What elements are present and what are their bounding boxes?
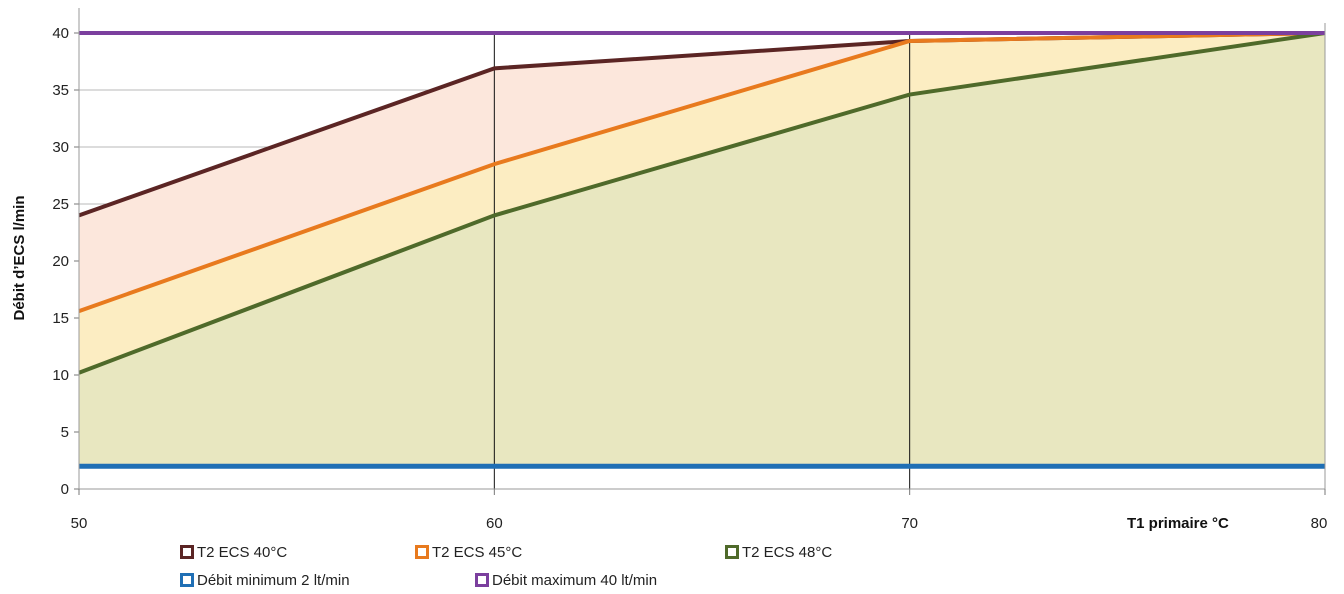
- legend-item-debit-min: Débit minimum 2 lt/min: [180, 572, 475, 589]
- x-axis-title: T1 primaire °C: [1127, 515, 1229, 532]
- series-lines: [78, 31, 1326, 469]
- x-tick-label: 80: [1311, 515, 1328, 532]
- axes: [74, 8, 1326, 495]
- legend-swatch-t2-45: [415, 545, 429, 559]
- legend-swatch-debit-max: [475, 573, 489, 587]
- y-tick-label: 30: [52, 139, 69, 156]
- legend-label-debit-min: Débit minimum 2 lt/min: [197, 571, 350, 589]
- legend-label-t2-40: T2 ECS 40°C: [197, 543, 288, 561]
- legend-item-t2-45: T2 ECS 45°C: [415, 544, 725, 561]
- legend-row-1: T2 ECS 40°C T2 ECS 45°C T2 ECS 48°C: [180, 538, 940, 566]
- legend: T2 ECS 40°C T2 ECS 45°C T2 ECS 48°C Débi…: [180, 538, 940, 594]
- vertical-lines: [493, 33, 911, 489]
- y-tick-label: 10: [52, 367, 69, 384]
- y-tick-label: 5: [61, 424, 69, 441]
- y-tick-label: 20: [52, 253, 69, 270]
- legend-swatch-debit-min: [180, 573, 194, 587]
- y-tick-label: 25: [52, 196, 69, 213]
- y-tick-label: 0: [61, 481, 69, 498]
- legend-label-t2-45: T2 ECS 45°C: [432, 543, 523, 561]
- area-fill-series-3: [79, 33, 1325, 467]
- y-tick-label: 15: [52, 310, 69, 327]
- y-axis-title: Débit d’ECS l/min: [11, 195, 28, 320]
- legend-label-debit-max: Débit maximum 40 lt/min: [492, 571, 658, 589]
- tick-labels: 0 5 10 15 20 25 30 35 40 50 60 70 80: [52, 25, 1327, 532]
- x-tick-label: 50: [71, 515, 88, 532]
- legend-item-debit-max: Débit maximum 40 lt/min: [475, 572, 657, 589]
- y-tick-label: 40: [52, 25, 69, 42]
- legend-item-t2-48: T2 ECS 48°C: [725, 544, 832, 561]
- series-line-2: [78, 31, 1326, 314]
- legend-swatch-t2-48: [725, 545, 739, 559]
- legend-row-2: Débit minimum 2 lt/min Débit maximum 40 …: [180, 566, 940, 594]
- area-fills: [79, 33, 1325, 467]
- y-tick-label: 35: [52, 82, 69, 99]
- series-line-3: [78, 31, 1326, 375]
- legend-label-t2-48: T2 ECS 48°C: [742, 543, 833, 561]
- x-tick-label: 60: [486, 515, 503, 532]
- legend-item-t2-40: T2 ECS 40°C: [180, 544, 415, 561]
- legend-swatch-t2-40: [180, 545, 194, 559]
- x-tick-label: 70: [901, 515, 918, 532]
